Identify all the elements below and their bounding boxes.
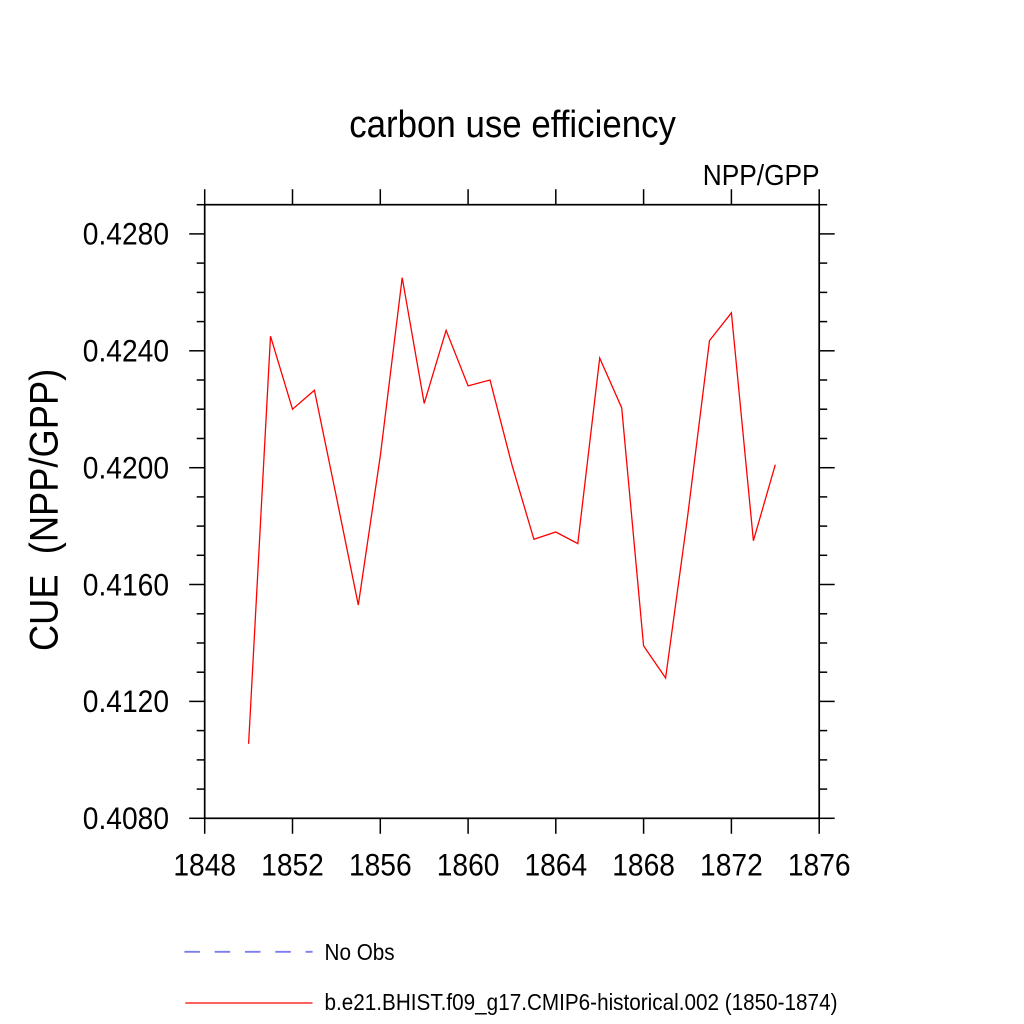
svg-text:0.4080: 0.4080 — [83, 802, 169, 837]
svg-text:No Obs: No Obs — [325, 939, 395, 965]
svg-text:1864: 1864 — [524, 848, 587, 883]
svg-text:1876: 1876 — [788, 848, 851, 883]
svg-text:b.e21.BHIST.f09_g17.CMIP6-hist: b.e21.BHIST.f09_g17.CMIP6-historical.002… — [325, 989, 838, 1015]
svg-text:0.4280: 0.4280 — [83, 217, 169, 252]
svg-text:1872: 1872 — [700, 848, 763, 883]
svg-text:1860: 1860 — [437, 848, 500, 883]
svg-text:NPP/GPP: NPP/GPP — [703, 159, 820, 191]
svg-text:0.4120: 0.4120 — [83, 685, 169, 720]
svg-text:0.4160: 0.4160 — [83, 568, 169, 603]
svg-text:CUE (NPP/GPP): CUE (NPP/GPP) — [22, 369, 67, 651]
svg-text:1868: 1868 — [612, 848, 675, 883]
svg-text:carbon use efficiency: carbon use efficiency — [349, 102, 676, 145]
svg-text:1852: 1852 — [261, 848, 324, 883]
svg-text:1848: 1848 — [173, 848, 236, 883]
svg-text:0.4240: 0.4240 — [83, 334, 169, 369]
svg-text:0.4200: 0.4200 — [83, 451, 169, 486]
svg-text:1856: 1856 — [349, 848, 412, 883]
